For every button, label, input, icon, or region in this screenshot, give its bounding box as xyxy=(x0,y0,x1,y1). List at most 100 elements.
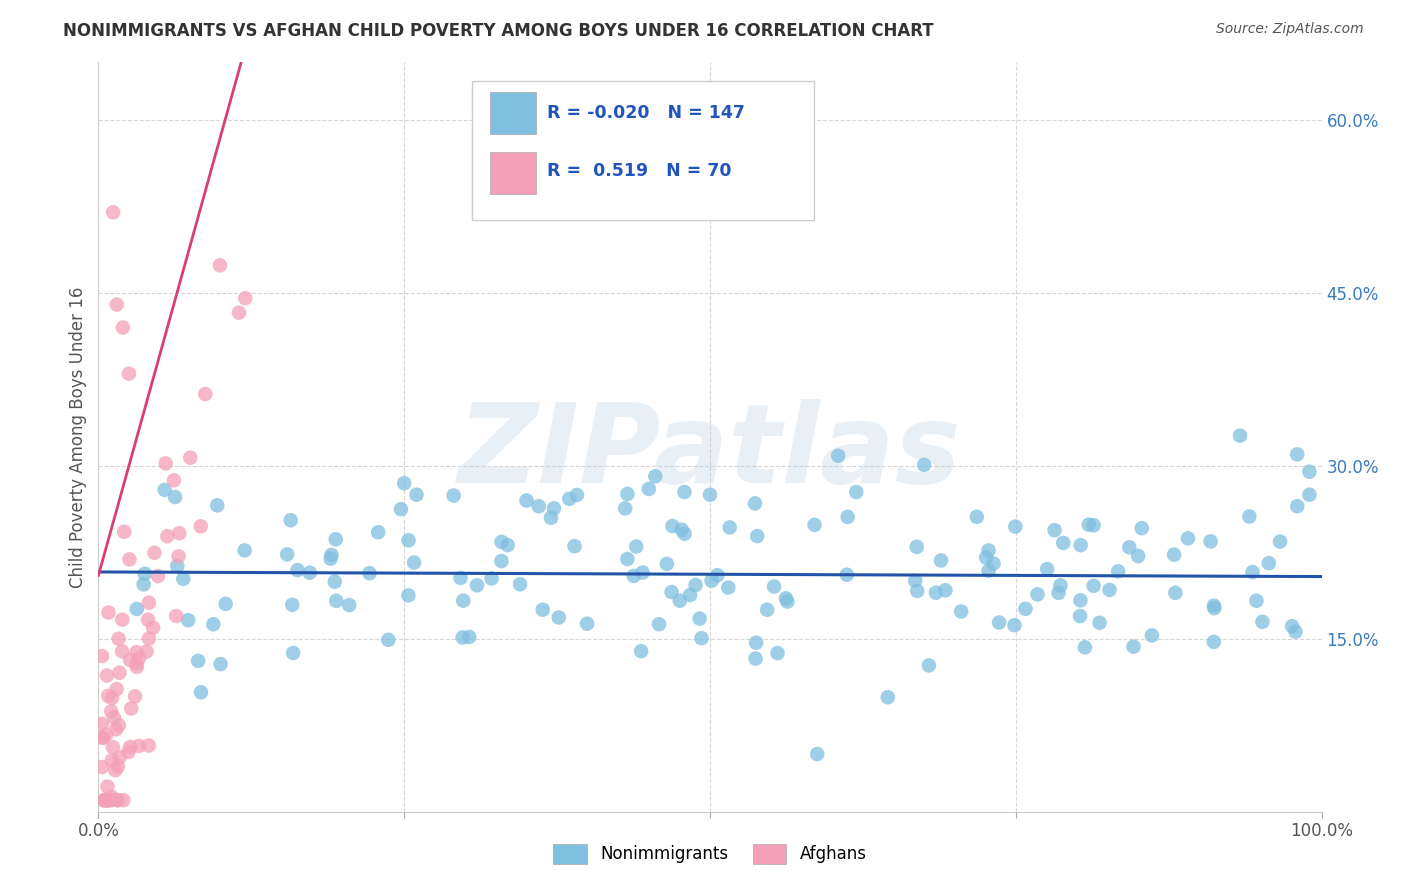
Point xyxy=(614,501,637,516)
Point xyxy=(547,610,569,624)
Point xyxy=(905,583,928,598)
Point xyxy=(763,580,786,594)
Point xyxy=(543,501,565,516)
Point xyxy=(673,526,696,541)
Point xyxy=(94,793,117,807)
Point xyxy=(1098,582,1121,597)
Point xyxy=(1074,640,1097,655)
Point xyxy=(101,690,124,705)
Point xyxy=(280,513,302,527)
Point xyxy=(1199,534,1222,549)
Point xyxy=(97,793,120,807)
Point xyxy=(138,739,160,753)
Point xyxy=(389,502,412,516)
Point xyxy=(166,559,188,574)
Point xyxy=(1126,549,1149,563)
Point xyxy=(165,609,187,624)
Point xyxy=(405,488,427,502)
Point xyxy=(1107,565,1129,579)
Point xyxy=(103,710,125,724)
Point xyxy=(671,523,693,537)
Point xyxy=(377,632,399,647)
Point xyxy=(396,588,419,602)
Point xyxy=(950,605,973,619)
Point xyxy=(637,482,661,496)
Point xyxy=(1286,500,1309,514)
Point xyxy=(117,745,139,759)
Point xyxy=(105,723,128,737)
Point xyxy=(465,578,488,592)
Point xyxy=(233,543,256,558)
Point xyxy=(1122,640,1144,654)
Text: Source: ZipAtlas.com: Source: ZipAtlas.com xyxy=(1216,22,1364,37)
Point xyxy=(167,526,190,541)
Point xyxy=(977,564,1000,578)
Point xyxy=(458,630,481,644)
Point xyxy=(491,535,513,549)
Point xyxy=(202,617,225,632)
Point xyxy=(91,649,114,664)
Point xyxy=(125,660,148,674)
Point xyxy=(108,718,131,732)
Point xyxy=(118,552,141,566)
Point xyxy=(744,496,766,510)
Point xyxy=(1241,565,1264,579)
Point xyxy=(124,690,146,704)
Point xyxy=(1229,428,1251,442)
Point xyxy=(138,632,160,646)
Point xyxy=(398,533,420,548)
Point xyxy=(934,583,956,598)
Point xyxy=(1004,519,1026,533)
Point xyxy=(359,566,381,581)
Point xyxy=(531,603,554,617)
Point xyxy=(143,546,166,560)
Point xyxy=(281,646,304,660)
Point xyxy=(776,594,799,608)
Legend: Nonimmigrants, Afghans: Nonimmigrants, Afghans xyxy=(547,838,873,871)
Point xyxy=(527,500,550,514)
Point xyxy=(1239,509,1261,524)
Point xyxy=(491,554,513,568)
Point xyxy=(1298,488,1320,502)
Point xyxy=(392,476,416,491)
FancyBboxPatch shape xyxy=(489,93,536,134)
Point xyxy=(1014,602,1036,616)
Point xyxy=(1164,586,1187,600)
Point xyxy=(616,552,638,566)
Point xyxy=(1140,628,1163,642)
Point xyxy=(1257,556,1279,570)
Point xyxy=(104,763,127,777)
Point xyxy=(443,489,465,503)
Point xyxy=(876,690,898,705)
Point xyxy=(1281,619,1303,633)
Point xyxy=(747,529,769,543)
Point xyxy=(905,540,928,554)
Point xyxy=(132,577,155,591)
Point xyxy=(576,616,599,631)
Point xyxy=(190,519,212,533)
Point xyxy=(101,740,124,755)
Point xyxy=(319,551,342,566)
Text: R =  0.519   N = 70: R = 0.519 N = 70 xyxy=(547,162,733,180)
Point xyxy=(323,574,346,589)
Point xyxy=(756,603,779,617)
Point xyxy=(1163,548,1185,562)
Point xyxy=(142,621,165,635)
Point xyxy=(100,793,122,807)
Point xyxy=(845,485,868,500)
Point xyxy=(404,556,426,570)
Point xyxy=(118,653,141,667)
Point xyxy=(564,539,586,553)
Point xyxy=(101,753,124,767)
Point xyxy=(1284,624,1306,639)
Point xyxy=(367,525,389,540)
Point xyxy=(718,520,741,534)
Point xyxy=(163,474,186,488)
Point xyxy=(744,651,766,665)
Point xyxy=(172,572,194,586)
Point xyxy=(146,569,169,583)
Point xyxy=(96,668,118,682)
Point xyxy=(120,739,142,754)
Point xyxy=(540,510,562,524)
Point xyxy=(112,793,135,807)
